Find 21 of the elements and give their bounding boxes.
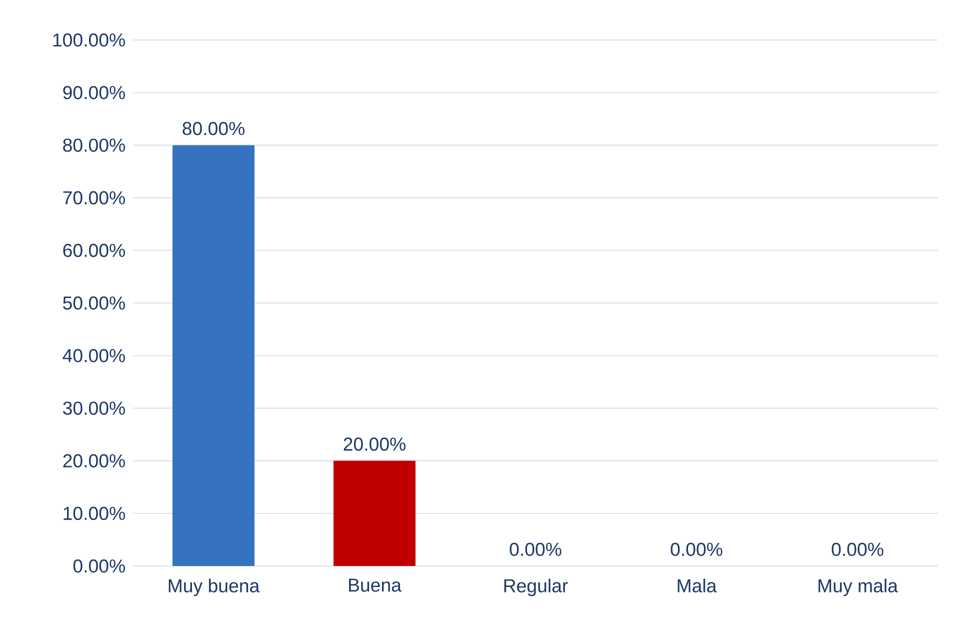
x-tick-label: Mala: [678, 578, 717, 592]
y-tick-label: 70.00%: [63, 191, 125, 204]
data-label: 0.00%: [510, 542, 562, 556]
y-tick-label: 0.00%: [73, 559, 125, 573]
y-tick-label: 100.00%: [53, 33, 125, 47]
y-tick-label: 50.00%: [63, 296, 125, 310]
y-tick-label: 10.00%: [64, 506, 125, 520]
y-tick-label: 40.00%: [62, 348, 125, 362]
data-label: 0.00%: [670, 542, 722, 556]
data-label: 20.00%: [344, 438, 406, 451]
x-tick-label: Buena: [349, 578, 402, 592]
x-tick-label: Regular: [504, 578, 568, 596]
y-tick-label: 60.00%: [63, 244, 125, 258]
data-label: 80.00%: [182, 122, 244, 136]
data-label: 0.00%: [832, 542, 884, 556]
y-tick-label: 30.00%: [63, 402, 125, 415]
y-tick-label: 90.00%: [63, 86, 125, 100]
y-tick-label: 20.00%: [63, 454, 125, 468]
x-tick-label: Muy buena: [168, 578, 260, 596]
y-tick-label: 80.00%: [63, 138, 125, 152]
x-tick-label: Muy mala: [818, 578, 898, 596]
